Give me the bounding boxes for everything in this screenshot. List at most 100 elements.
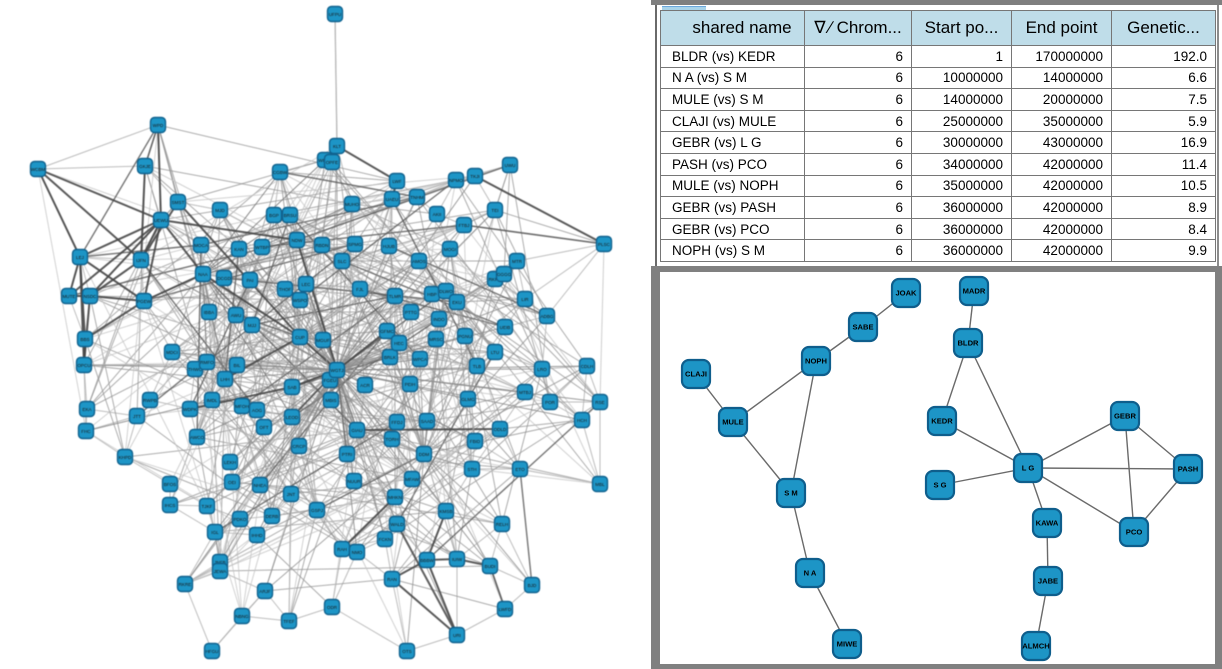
svg-text:JNT: JNT xyxy=(287,492,296,497)
svg-text:LTU: LTU xyxy=(491,350,499,355)
svg-text:RELH: RELH xyxy=(496,522,508,527)
svg-text:HEC: HEC xyxy=(394,341,404,346)
svg-text:OTS: OTS xyxy=(402,649,411,654)
svg-text:FFDJ: FFDJ xyxy=(391,420,402,425)
svg-text:BUDI: BUDI xyxy=(485,564,496,569)
svg-text:PAI: PAI xyxy=(246,278,253,283)
svg-text:CLAJI: CLAJI xyxy=(685,370,707,379)
svg-text:MUTE: MUTE xyxy=(62,294,75,299)
svg-text:RWPB: RWPB xyxy=(143,398,157,403)
svg-text:DCGD: DCGD xyxy=(217,276,231,281)
svg-text:NBNG: NBNG xyxy=(235,614,249,619)
svg-text:MOCA: MOCA xyxy=(194,243,209,248)
svg-text:SABE: SABE xyxy=(852,323,873,332)
svg-text:IHHD: IHHD xyxy=(251,533,263,538)
svg-text:AOG: AOG xyxy=(252,408,263,413)
svg-text:DERB: DERB xyxy=(266,514,279,519)
svg-text:AKII: AKII xyxy=(433,212,442,217)
svg-text:ODLD: ODLD xyxy=(494,427,507,432)
svg-text:PCO: PCO xyxy=(1126,528,1143,537)
svg-text:MHKN: MHKN xyxy=(388,495,402,500)
svg-text:RBDN: RBDN xyxy=(315,243,328,248)
svg-text:JEWA: JEWA xyxy=(214,569,228,574)
svg-text:PEIH: PEIH xyxy=(405,382,416,387)
svg-text:OPFE: OPFE xyxy=(326,160,339,165)
svg-text:HBP: HBP xyxy=(427,292,436,297)
svg-text:JTT: JTT xyxy=(133,414,141,419)
svg-text:JNFB: JNFB xyxy=(214,560,225,565)
svg-text:PASH: PASH xyxy=(1178,465,1199,474)
svg-text:FCKN: FCKN xyxy=(379,537,392,542)
svg-text:TLMR: TLMR xyxy=(389,294,402,299)
svg-text:MBL: MBL xyxy=(595,482,605,487)
svg-text:DLWO: DLWO xyxy=(439,289,453,294)
svg-text:CGBW: CGBW xyxy=(273,170,288,175)
svg-text:FHC: FHC xyxy=(81,429,91,434)
svg-text:BBBW: BBBW xyxy=(420,558,434,563)
svg-text:TORH: TORH xyxy=(386,437,399,442)
svg-text:UWU: UWU xyxy=(505,163,516,168)
svg-text:HJUB: HJUB xyxy=(383,244,395,249)
svg-text:CUP: CUP xyxy=(295,335,305,340)
svg-text:LRO: LRO xyxy=(537,367,547,372)
svg-text:GIAU: GIAU xyxy=(351,428,362,433)
svg-text:TEI: TEI xyxy=(491,208,498,213)
svg-text:IUIW: IUIW xyxy=(452,557,463,562)
svg-text:IBBA: IBBA xyxy=(204,310,215,315)
svg-text:OPCU: OPCU xyxy=(77,363,90,368)
svg-text:S G: S G xyxy=(933,481,946,490)
svg-text:WCBM: WCBM xyxy=(31,167,46,172)
svg-text:SAAD: SAAD xyxy=(421,419,434,424)
svg-text:KMSB: KMSB xyxy=(439,509,452,514)
svg-text:IJFN: IJFN xyxy=(136,258,146,263)
svg-text:NOPH: NOPH xyxy=(805,357,827,366)
svg-text:ACR: ACR xyxy=(360,383,370,388)
svg-text:UEIB: UEIB xyxy=(500,325,511,330)
svg-text:KHPD: KHPD xyxy=(119,455,132,460)
svg-text:WDPK: WDPK xyxy=(183,407,198,412)
svg-text:RSE: RSE xyxy=(595,400,604,405)
svg-text:BIL: BIL xyxy=(234,363,241,368)
svg-text:CRCP: CRCP xyxy=(292,444,305,449)
svg-text:HCH: HCH xyxy=(577,418,587,423)
svg-text:UFPU: UFPU xyxy=(329,12,342,17)
svg-text:OEI: OEI xyxy=(228,480,236,485)
svg-text:TJKF: TJKF xyxy=(202,504,213,509)
svg-text:IHCS: IHCS xyxy=(165,503,176,508)
svg-text:KAN: KAN xyxy=(234,247,243,252)
svg-text:MTBJ: MTBJ xyxy=(519,390,531,395)
svg-text:WPD: WPD xyxy=(153,123,164,128)
svg-text:ALMCH: ALMCH xyxy=(1022,642,1049,651)
svg-text:MADR: MADR xyxy=(963,287,986,296)
svg-text:MUHO: MUHO xyxy=(345,202,359,207)
svg-text:GKJE: GKJE xyxy=(139,164,151,169)
svg-text:EKA: EKA xyxy=(82,407,92,412)
svg-text:OFT: OFT xyxy=(259,425,268,430)
svg-text:ADBG: ADBG xyxy=(540,314,553,319)
svg-text:GGGG: GGGG xyxy=(497,272,512,277)
svg-text:URI: URI xyxy=(453,633,461,638)
svg-text:HFGU: HFGU xyxy=(205,649,218,654)
svg-text:KLT: KLT xyxy=(333,144,341,149)
svg-text:THOF: THOF xyxy=(279,287,292,292)
svg-text:WALD: WALD xyxy=(390,522,404,527)
svg-text:MIWE: MIWE xyxy=(837,640,858,649)
svg-text:EKU: EKU xyxy=(452,300,461,305)
svg-text:RKRE: RKRE xyxy=(179,582,192,587)
svg-text:FTBJ: FTBJ xyxy=(459,223,470,228)
svg-text:NDW: NDW xyxy=(292,238,304,243)
svg-text:IGL: IGL xyxy=(211,530,219,535)
svg-text:NUUR: NUUR xyxy=(347,479,361,484)
svg-text:RAN: RAN xyxy=(387,577,397,582)
svg-text:FJL: FJL xyxy=(356,287,364,292)
svg-text:L G: L G xyxy=(1022,464,1035,473)
svg-text:DDM: DDM xyxy=(419,452,430,457)
svg-text:LWF: LWF xyxy=(392,179,402,184)
svg-text:CDLH: CDLH xyxy=(581,364,594,369)
svg-text:PTTG: PTTG xyxy=(405,310,418,315)
svg-text:NSDC: NSDC xyxy=(83,294,97,299)
svg-text:LIR: LIR xyxy=(521,297,529,302)
svg-text:LHH: LHH xyxy=(220,377,229,382)
svg-text:BGP: BGP xyxy=(269,213,279,218)
svg-text:PLSC: PLSC xyxy=(598,242,611,247)
